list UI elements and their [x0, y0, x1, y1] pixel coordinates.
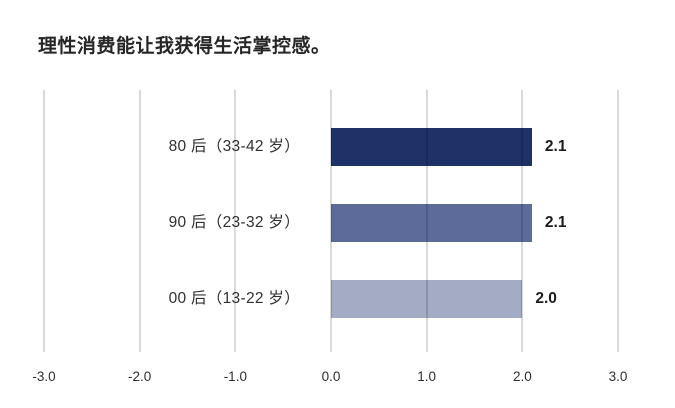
x-tick-label: -3.0	[32, 369, 56, 384]
bar-value-label: 2.0	[535, 290, 557, 307]
x-tick-label: -1.0	[223, 369, 247, 384]
bar	[331, 280, 523, 318]
x-tick-label: 1.0	[417, 369, 437, 384]
gridline	[234, 90, 237, 352]
bar-category-label: 80 后（33-42 岁）	[168, 138, 300, 155]
bar	[331, 204, 532, 242]
gridline	[617, 90, 619, 352]
x-tick-label: 2.0	[512, 369, 532, 384]
bar-category-label: 00 后（13-22 岁）	[168, 290, 300, 307]
gridline	[43, 90, 45, 352]
chart-title: 理性消费能让我获得生活掌控感。	[38, 36, 331, 57]
gridline	[521, 90, 524, 352]
gridline	[138, 90, 141, 352]
x-tick-label: 3.0	[608, 369, 628, 384]
gridline	[425, 90, 428, 352]
x-tick-label: -2.0	[128, 369, 152, 384]
bar-value-label: 2.1	[544, 214, 567, 231]
bar	[331, 128, 532, 166]
bar-category-label: 90 后（23-32 岁）	[168, 214, 300, 231]
gridline	[330, 90, 332, 352]
x-tick-label: 0.0	[321, 369, 341, 384]
bar-value-label: 2.1	[544, 138, 567, 155]
